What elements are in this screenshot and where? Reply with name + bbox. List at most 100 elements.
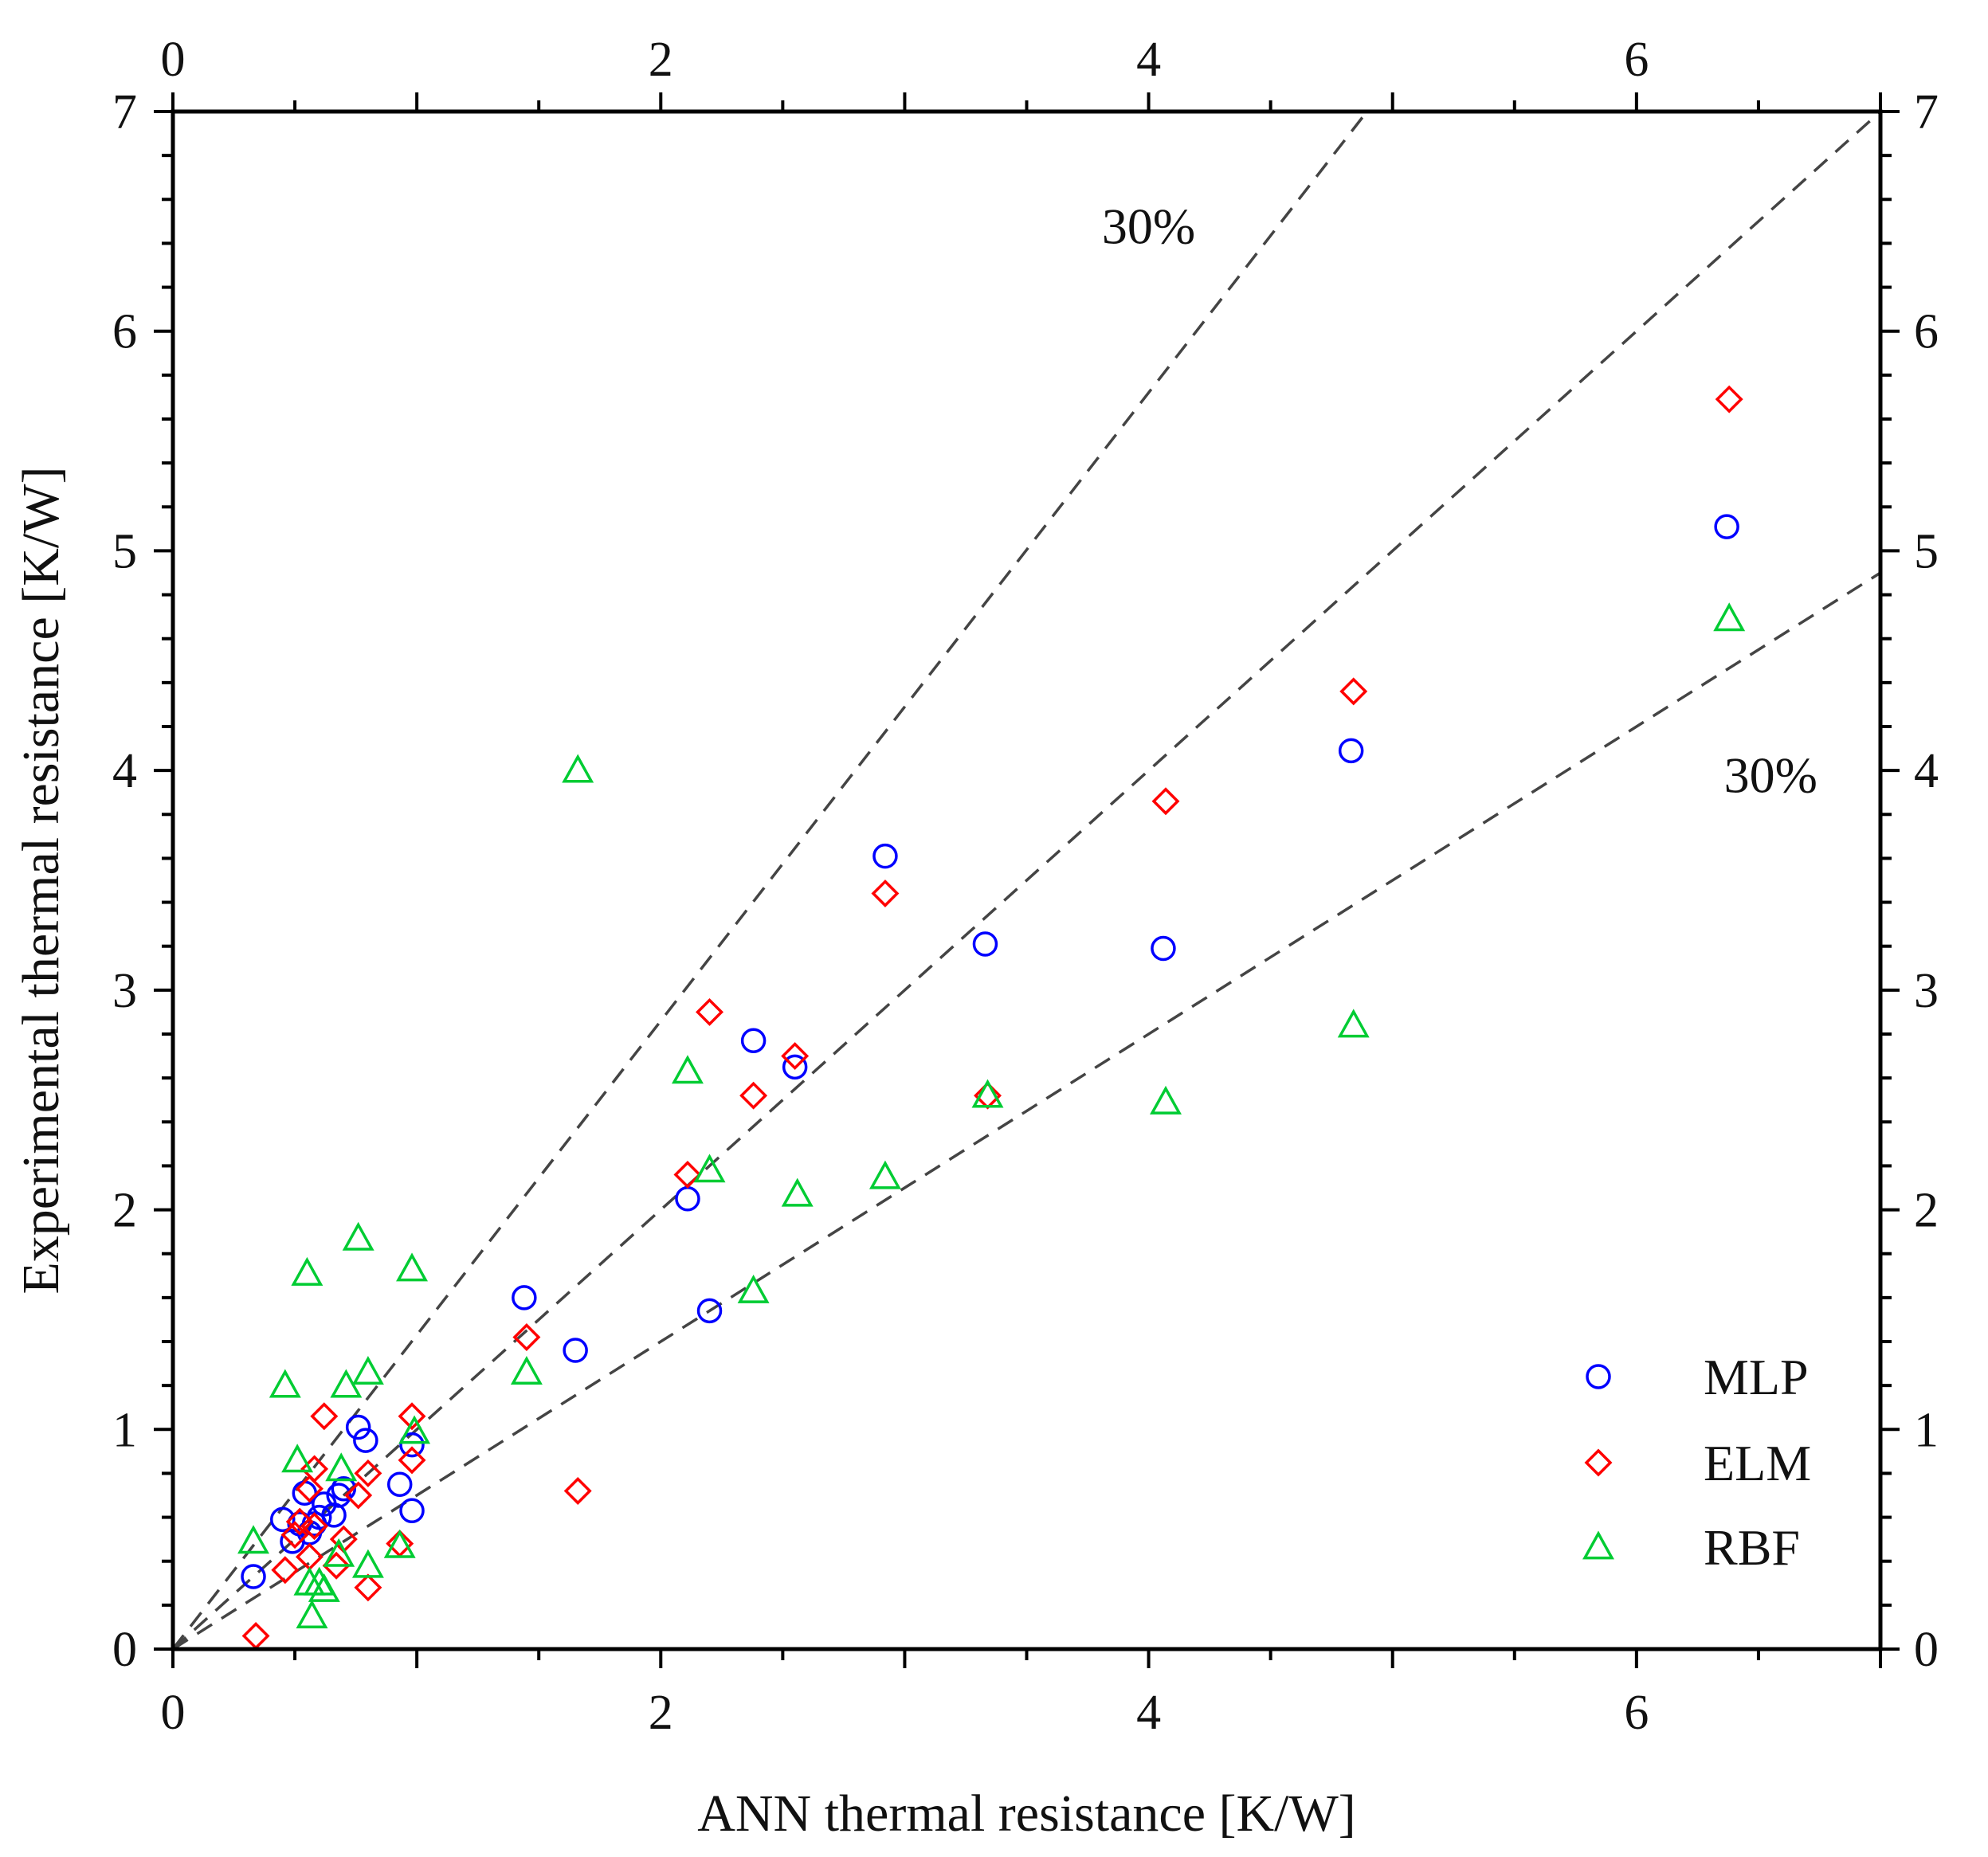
elm-point [563,1477,592,1505]
elm-point [344,1481,373,1510]
ref-line-perfect-agreement [173,112,1880,1649]
legend-marker-rbf [1582,1530,1614,1560]
y-tick-label-left: 0 [112,1623,137,1677]
mlp-point [326,1483,351,1508]
elm-point [310,1402,339,1431]
lower-30-percent-label: 30% [1724,747,1817,804]
mlp-point [872,843,898,869]
rbf-point [383,1529,416,1558]
mlp-point [675,1186,700,1212]
x-tick-label-top: 4 [1136,33,1161,87]
y-axis-title: Experimental thermal resistance [K/W] [12,466,70,1294]
mlp-point [512,1285,537,1310]
elm-point [285,1507,314,1536]
y-tick-label-right: 7 [1914,85,1939,139]
mlp-point [386,1471,413,1497]
mlp-point [972,931,998,957]
mlp-point [353,1428,378,1453]
rbf-point [1337,1009,1370,1038]
x-axis-title: ANN thermal resistance [K/W] [697,1785,1356,1843]
rbf-point [323,1538,355,1567]
elm-point [354,1459,382,1487]
rbf-point [308,1573,340,1602]
legend-label-elm: ELM [1704,1435,1811,1491]
series-elm [241,385,1743,1650]
elm-point [512,1323,541,1351]
rbf-point [293,1566,326,1596]
ref-line-minus-30-percent [173,571,1880,1649]
elm-point [295,1475,323,1503]
y-tick-label-left: 1 [112,1403,137,1457]
x-tick-label-bottom: 0 [161,1686,186,1740]
elm-point [300,1512,329,1541]
y-tick-label-right: 1 [1914,1403,1939,1457]
rbf-point [971,1079,1004,1108]
mlp-point [563,1338,588,1363]
elm-point [781,1042,810,1071]
rbf-point [269,1369,301,1398]
rbf-point [562,754,594,783]
mlp-point [270,1506,296,1533]
elm-point [241,1621,270,1650]
rbf-point [325,1452,358,1482]
rbf-point [1713,602,1746,632]
elm-point [386,1530,414,1558]
mlp-point [1714,514,1739,539]
rbf-point [1150,1085,1182,1115]
elm-point [398,1402,426,1431]
x-tick-label-bottom: 6 [1624,1686,1649,1740]
reference-lines [173,112,1880,1649]
rbf-point [351,1549,384,1578]
series-mlp [241,514,1739,1589]
legend-label-rbf: RBF [1704,1519,1800,1576]
mlp-point [782,1054,808,1080]
y-tick-label-left: 2 [112,1184,137,1238]
rbf-point [510,1355,543,1385]
rbf-point [342,1221,374,1251]
ref-line-plus-30-percent [173,112,1368,1649]
rbf-point [869,1160,901,1189]
rbf-point [351,1355,384,1385]
legend-marker-shape [1586,1364,1611,1389]
legend-marker-mlp [1586,1364,1611,1389]
y-tick-label-right: 3 [1914,964,1939,1018]
legend-marker-shape [1582,1530,1614,1560]
y-tick-label-right: 4 [1914,744,1939,798]
mlp-point [345,1414,371,1440]
legend-label-mlp: MLP [1704,1349,1809,1405]
rbf-point [398,1415,431,1444]
upper-30-percent-label: 30% [1102,198,1195,254]
mlp-point [696,1298,723,1324]
elm-point [1151,787,1180,816]
x-tick-label-top: 6 [1624,33,1649,87]
legend-marker-shape [1584,1448,1613,1477]
elm-point [696,997,723,1026]
rbf-point [737,1274,770,1303]
y-tick-label-right: 0 [1914,1623,1939,1677]
elm-point [1339,677,1368,706]
rbf-point [296,1600,328,1628]
elm-point [1715,385,1743,413]
y-tick-label-left: 3 [112,964,137,1018]
x-tick-label-top: 0 [161,33,186,87]
y-tick-label-left: 6 [112,305,137,359]
mlp-point [740,1028,767,1054]
elm-point [271,1556,300,1585]
y-tick-label-right: 6 [1914,305,1939,359]
x-tick-label-top: 2 [649,33,673,87]
x-tick-label-bottom: 2 [649,1686,673,1740]
rbf-point [237,1525,270,1554]
elm-point [398,1446,426,1475]
legend: MLP ELM RBF [1582,1349,1811,1576]
rbf-point [671,1055,704,1084]
rbf-point [396,1252,428,1282]
data-markers [237,385,1746,1650]
rbf-point [281,1444,314,1473]
y-tick-label-left: 5 [112,524,137,578]
elm-point [871,880,900,908]
mlp-point [1338,738,1364,764]
elm-point [739,1081,768,1110]
mlp-point [399,1432,425,1458]
